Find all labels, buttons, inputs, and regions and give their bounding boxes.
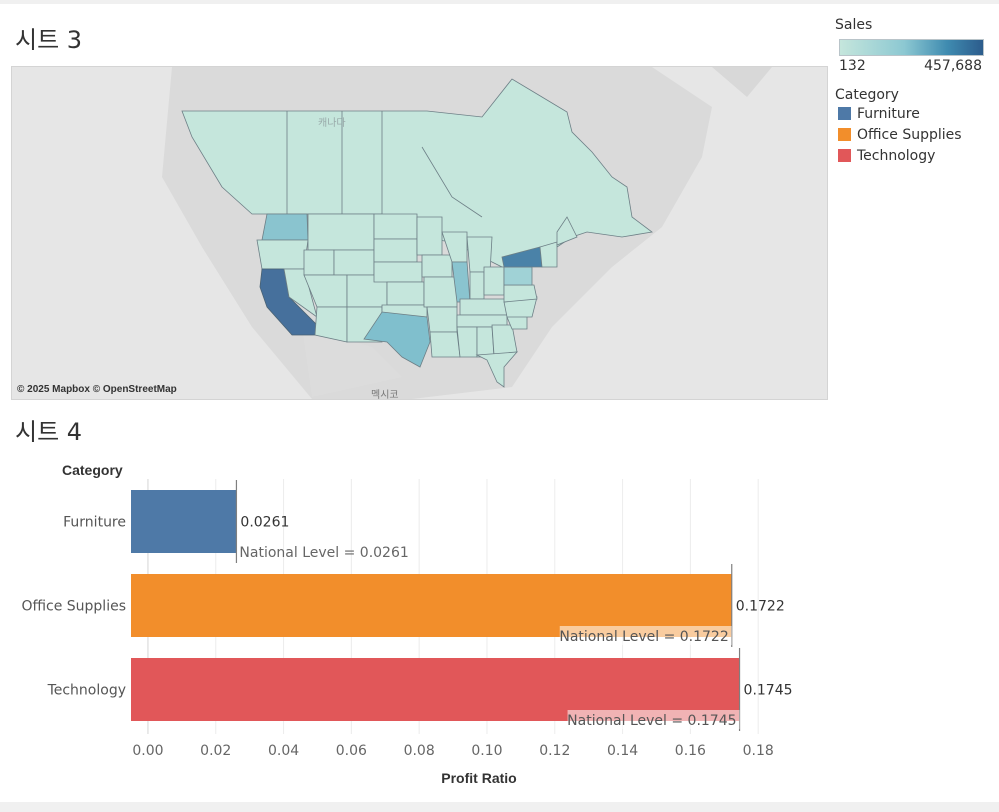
state-maine[interactable] bbox=[556, 216, 578, 246]
mexico-map-label: 멕시코 bbox=[371, 390, 399, 400]
x-tick-label: 0.16 bbox=[675, 743, 706, 759]
state-virginia[interactable] bbox=[503, 284, 538, 303]
sales-map[interactable]: 캐나다 멕시코 © 2025 Mapbox © OpenStreetMap bbox=[11, 66, 828, 400]
legend-item-office-supplies[interactable]: Office Supplies bbox=[835, 124, 995, 145]
state-florida[interactable] bbox=[475, 351, 518, 388]
reference-label: National Level = 0.0261 bbox=[239, 545, 408, 561]
sales-color-ramp bbox=[839, 39, 984, 56]
x-tick-label: 0.06 bbox=[336, 743, 367, 759]
office-supplies-swatch bbox=[838, 128, 851, 141]
category-label: Technology bbox=[47, 683, 126, 699]
state-idaho[interactable] bbox=[303, 249, 335, 276]
x-tick-label: 0.12 bbox=[539, 743, 570, 759]
mexico-shape bbox=[302, 327, 402, 397]
value-label: 0.1745 bbox=[744, 683, 793, 699]
state-louisiana[interactable] bbox=[429, 331, 461, 358]
state-alabama[interactable] bbox=[476, 326, 495, 358]
bar-chart-canvas[interactable]: Category Furniture 0.0261 National Level = … bbox=[0, 459, 830, 799]
greenland-shape bbox=[712, 67, 772, 97]
state-ohio[interactable] bbox=[483, 266, 505, 296]
legend-label: Technology bbox=[857, 147, 936, 164]
x-tick-label: 0.18 bbox=[743, 743, 774, 759]
state-montana-idaho[interactable] bbox=[307, 213, 375, 251]
state-kansas[interactable] bbox=[386, 281, 425, 306]
legend-label: Office Supplies bbox=[857, 126, 962, 143]
state-iowa[interactable] bbox=[421, 254, 453, 278]
x-tick-label: 0.00 bbox=[132, 743, 163, 759]
bar[interactable] bbox=[131, 490, 237, 553]
state-wyoming[interactable] bbox=[333, 249, 375, 276]
furniture-swatch bbox=[838, 107, 851, 120]
x-axis-title: Profit Ratio bbox=[441, 770, 516, 786]
state-indiana[interactable] bbox=[469, 271, 485, 300]
state-south-dakota[interactable] bbox=[373, 238, 418, 263]
canada-borders bbox=[286, 111, 483, 218]
legend-item-technology[interactable]: Technology bbox=[835, 145, 995, 166]
x-tick-label: 0.10 bbox=[471, 743, 502, 759]
state-missouri[interactable] bbox=[423, 276, 458, 308]
legend-label: Furniture bbox=[857, 105, 920, 122]
profit-ratio-chart[interactable]: Category Furniture 0.0261 National Level = … bbox=[0, 459, 830, 799]
dashboard-page: 시트 3 bbox=[0, 4, 999, 802]
map-canvas[interactable] bbox=[12, 67, 827, 399]
value-label: 0.1722 bbox=[736, 599, 785, 615]
reference-label: National Level = 0.1745 bbox=[567, 713, 736, 729]
sheet3-title: 시트 3 bbox=[15, 26, 83, 54]
legend-panel: Sales 132 457,688 Category Furniture Off… bbox=[835, 17, 995, 166]
sales-range-labels: 132 457,688 bbox=[835, 58, 995, 76]
state-pennsylvania[interactable] bbox=[503, 266, 533, 286]
reference-label: National Level = 0.1722 bbox=[559, 629, 728, 645]
state-arkansas[interactable] bbox=[426, 306, 458, 333]
state-minnesota[interactable] bbox=[416, 216, 443, 256]
row-header-category: Category bbox=[62, 462, 123, 478]
state-nebraska[interactable] bbox=[373, 261, 423, 283]
category-label: Office Supplies bbox=[21, 599, 126, 615]
legend-item-furniture[interactable]: Furniture bbox=[835, 103, 995, 124]
reference-label-bg bbox=[559, 626, 732, 645]
state-mississippi[interactable] bbox=[456, 326, 478, 358]
x-tick-label: 0.08 bbox=[404, 743, 435, 759]
map-attribution[interactable]: © 2025 Mapbox © OpenStreetMap bbox=[17, 384, 177, 395]
reference-label-bg bbox=[567, 710, 740, 729]
sheet4-title: 시트 4 bbox=[15, 418, 83, 446]
x-tick-label: 0.02 bbox=[200, 743, 231, 759]
x-tick-label: 0.04 bbox=[268, 743, 299, 759]
state-kentucky[interactable] bbox=[459, 298, 508, 316]
state-texas[interactable] bbox=[363, 311, 431, 368]
sales-legend-title: Sales bbox=[835, 17, 873, 33]
category-label: Furniture bbox=[63, 515, 126, 531]
state-oregon[interactable] bbox=[256, 239, 309, 270]
state-north-dakota[interactable] bbox=[373, 213, 418, 240]
category-legend-title: Category bbox=[835, 87, 899, 103]
state-washington[interactable] bbox=[261, 213, 309, 241]
x-tick-label: 0.14 bbox=[607, 743, 638, 759]
value-label: 0.0261 bbox=[240, 515, 289, 531]
sales-max-label: 457,688 bbox=[924, 58, 982, 74]
sales-min-label: 132 bbox=[839, 58, 866, 74]
technology-swatch bbox=[838, 149, 851, 162]
state-new-england[interactable] bbox=[539, 241, 558, 268]
canada-map-label: 캐나다 bbox=[318, 118, 346, 129]
